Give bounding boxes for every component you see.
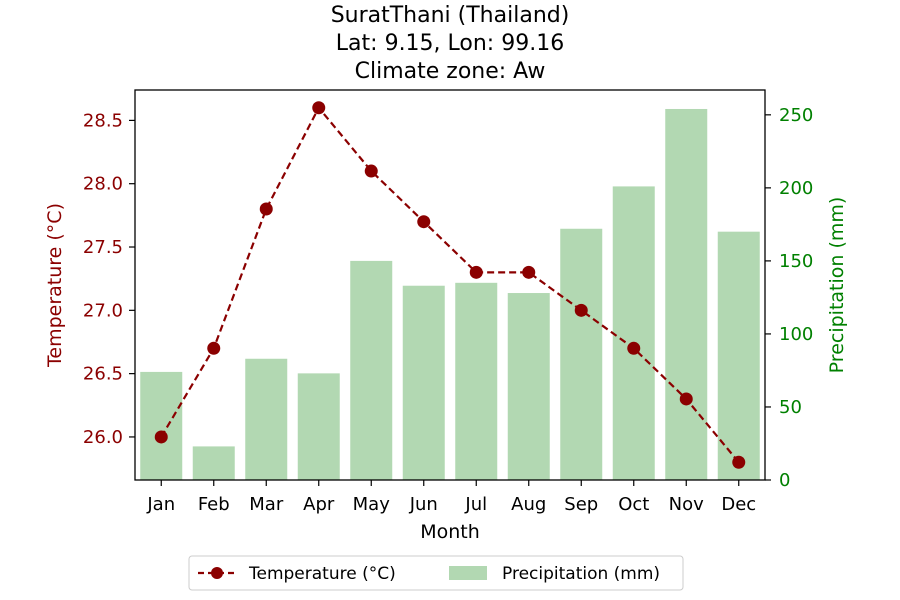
temperature-point-jan <box>154 430 168 444</box>
x-tick-label: Mar <box>249 494 284 515</box>
temperature-point-apr <box>312 101 326 115</box>
title-line-2: Lat: 9.15, Lon: 99.16 <box>336 31 564 56</box>
precipitation-bar-apr <box>297 373 340 480</box>
temperature-point-aug <box>522 265 536 279</box>
temperature-tick-label: 28.0 <box>83 174 123 195</box>
temperature-tick-label: 26.0 <box>83 427 123 448</box>
title-line-3: Climate zone: Aw <box>355 59 546 84</box>
precipitation-bar-dec <box>717 231 760 480</box>
precipitation-tick-label: 50 <box>779 397 802 418</box>
precipitation-tick-label: 250 <box>779 105 813 126</box>
x-axis: Jan Feb Mar Apr May Jun Jul Aug Sep Oct Nov Dec <box>146 480 756 515</box>
x-tick-label: Jan <box>146 494 175 515</box>
temperature-point-dec <box>732 455 746 469</box>
legend-precipitation-label: Precipitation (mm) <box>502 564 660 584</box>
precipitation-bars <box>140 108 760 481</box>
temperature-line <box>154 101 746 469</box>
precipitation-bar-nov <box>665 108 708 480</box>
temperature-tick-label: 26.5 <box>83 364 123 385</box>
legend-precipitation-swatch <box>449 566 487 580</box>
x-tick-label: Apr <box>303 494 335 515</box>
title-line-1: SuratThani (Thailand) <box>331 3 570 28</box>
temperature-point-oct <box>627 341 641 355</box>
x-tick-label: Sep <box>564 494 598 515</box>
temperature-point-sep <box>574 303 588 317</box>
precipitation-bar-jul <box>455 282 498 480</box>
precipitation-bar-oct <box>612 186 655 481</box>
precipitation-bar-may <box>350 260 393 480</box>
precipitation-bar-aug <box>507 293 550 480</box>
temperature-axis: 26.0 26.5 27.0 27.5 28.0 28.5 <box>83 110 135 448</box>
temperature-point-may <box>364 164 378 178</box>
temperature-axis-label: Temperature (°C) <box>44 203 66 368</box>
precipitation-bar-feb <box>192 446 235 480</box>
temperature-point-jun <box>417 215 431 229</box>
x-tick-label: Aug <box>511 494 546 515</box>
x-tick-label: Feb <box>198 494 230 515</box>
precipitation-axis-label: Precipitation (mm) <box>826 197 848 374</box>
x-tick-label: Jul <box>464 494 487 515</box>
legend-temperature-marker <box>211 567 223 579</box>
plot-frame <box>134 89 766 481</box>
x-axis-label: Month <box>420 521 480 543</box>
temperature-tick-label: 28.5 <box>83 110 123 131</box>
legend-temperature-label: Temperature (°C) <box>248 564 396 584</box>
precipitation-bar-sep <box>560 228 603 480</box>
x-tick-label: Jun <box>409 494 438 515</box>
precipitation-bar-jun <box>402 285 445 480</box>
temperature-point-feb <box>207 341 221 355</box>
x-tick-label: Oct <box>618 494 649 515</box>
precipitation-bar-mar <box>245 358 288 480</box>
precipitation-axis: 0 50 100 150 200 250 <box>765 105 813 491</box>
chart-title: SuratThani (Thailand) Lat: 9.15, Lon: 99… <box>331 3 570 84</box>
legend-box <box>188 555 684 591</box>
temperature-tick-label: 27.5 <box>83 237 123 258</box>
precipitation-tick-label: 100 <box>779 324 813 345</box>
temperature-point-nov <box>679 392 693 406</box>
precipitation-tick-label: 0 <box>779 470 790 491</box>
temperature-point-jul <box>469 265 483 279</box>
precipitation-tick-label: 200 <box>779 178 813 199</box>
temperature-tick-label: 27.0 <box>83 300 123 321</box>
x-tick-label: Nov <box>669 494 704 515</box>
legend: Temperature (°C) Precipitation (mm) <box>188 555 684 591</box>
x-tick-label: May <box>353 494 391 515</box>
precipitation-tick-label: 150 <box>779 251 813 272</box>
temperature-point-mar <box>259 202 273 216</box>
precipitation-bar-jan <box>140 371 183 480</box>
x-tick-label: Dec <box>721 494 756 515</box>
